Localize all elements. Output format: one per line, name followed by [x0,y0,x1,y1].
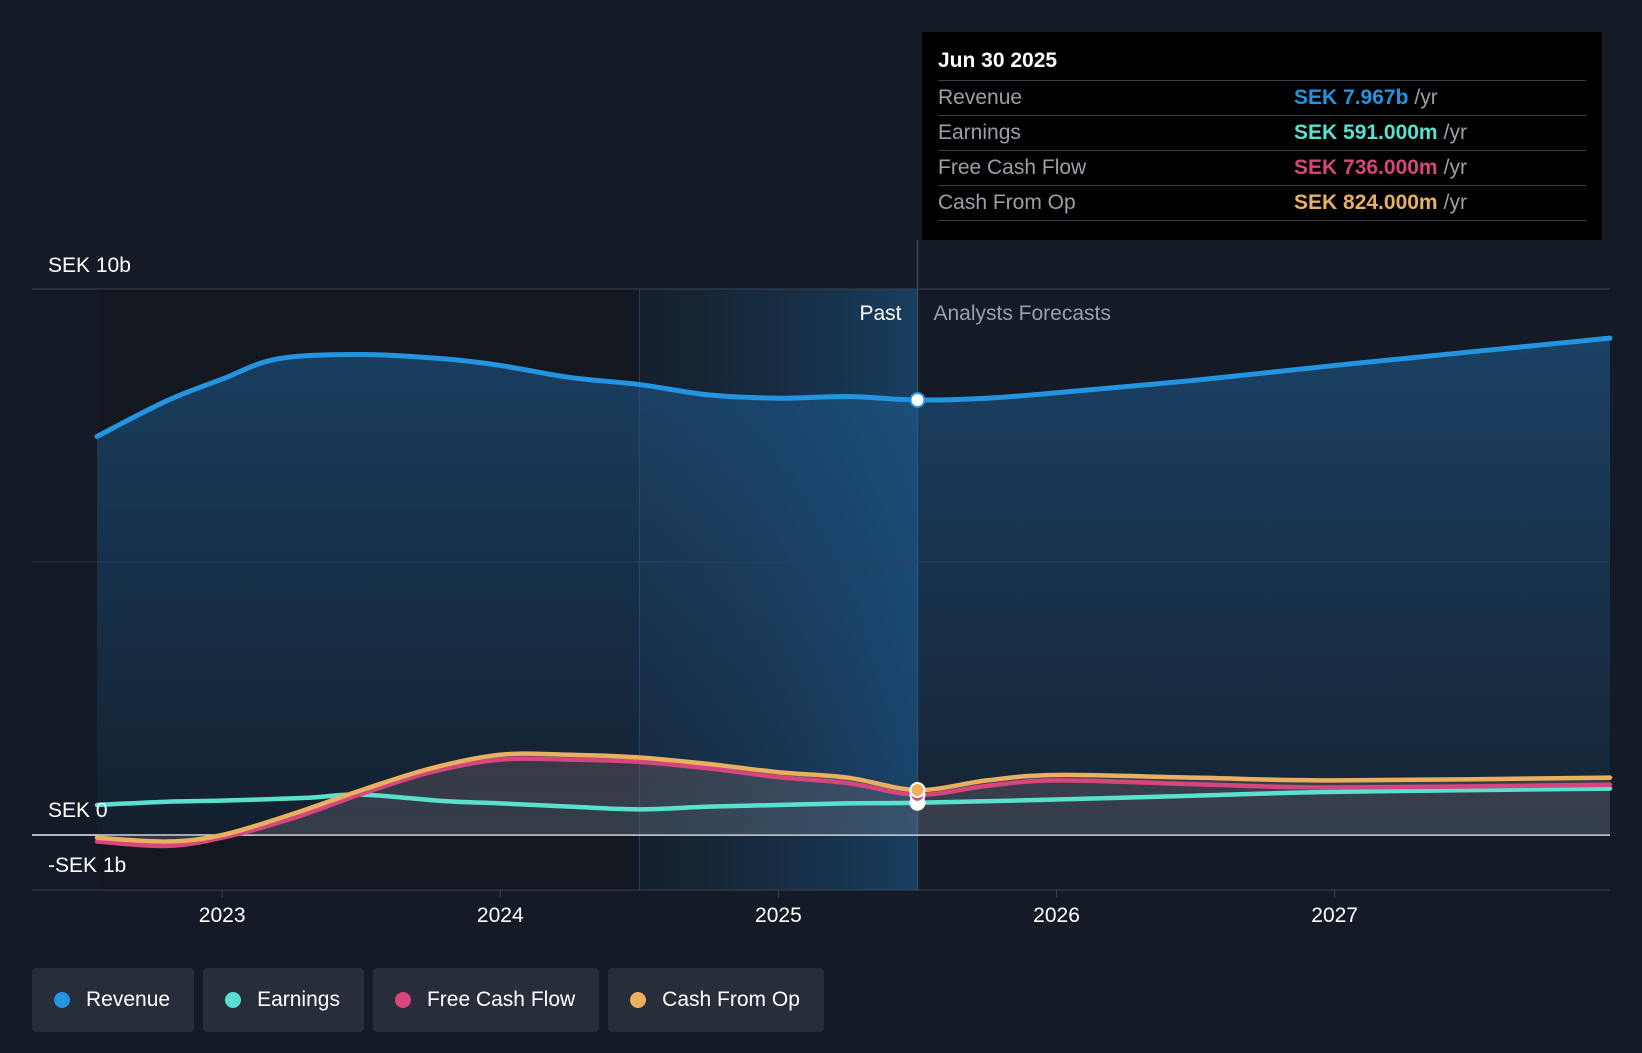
tooltip-row-cash-from-op: Cash From Op SEK 824.000m /yr [938,185,1586,221]
tooltip-unit: /yr [1414,86,1438,109]
legend-label: Free Cash Flow [426,988,576,1011]
tooltip-row-earnings: Earnings SEK 591.000m /yr [938,115,1586,150]
legend-item-free-cash-flow[interactable]: Free Cash Flow [372,968,600,1032]
tooltip-label: Revenue [938,86,1023,109]
x-tick-label: 2023 [199,904,246,927]
cash-from-op-area [97,753,1610,842]
legend: Revenue Earnings Free Cash Flow Cash Fro… [32,968,824,1032]
revenue-area [97,338,1610,835]
tooltip-value: SEK 824.000m [1294,191,1438,214]
legend-item-earnings[interactable]: Earnings [203,968,364,1032]
revenue-point [909,392,926,409]
tooltip-label: Earnings [938,121,1021,144]
cash-from-op-line [94,751,1613,844]
legend-item-cash-from-op[interactable]: Cash From Op [608,968,824,1032]
legend-dot-icon [630,992,647,1008]
legend-dot-icon [54,992,70,1008]
tooltip-row-free-cash-flow: Free Cash Flow SEK 736.000m /yr [938,150,1586,185]
y-label-zero: SEK 0 [48,799,108,822]
x-tick-label: 2025 [755,904,802,927]
cash-from-op-point [909,782,926,799]
tooltip-unit: /yr [1443,191,1467,214]
tooltip: Jun 30 2025 Revenue SEK 7.967b /yr Earni… [922,32,1602,240]
earnings-line [94,786,1613,812]
legend-dot-icon [394,992,411,1008]
tooltip-row-revenue: Revenue SEK 7.967b /yr [938,80,1586,115]
tooltip-label: Free Cash Flow [938,156,1087,179]
revenue-line [94,335,1613,439]
y-label-top: SEK 10b [48,254,131,277]
legend-item-revenue[interactable]: Revenue [32,968,195,1032]
past-label: Past [859,302,901,325]
tooltip-label: Cash From Op [938,191,1076,214]
y-label-bottom: -SEK 1b [48,854,126,877]
legend-label: Earnings [257,988,340,1011]
forecast-label: Analysts Forecasts [933,302,1110,325]
legend-label: Revenue [86,988,171,1011]
tooltip-date: Jun 30 2025 [938,49,1058,72]
tooltip-value: SEK 591.000m [1294,121,1438,144]
tooltip-value: SEK 7.967b [1294,86,1409,109]
tooltip-unit: /yr [1443,121,1467,144]
legend-dot-icon [225,992,242,1008]
x-tick-label: 2027 [1311,904,1358,927]
tooltip-value: SEK 736.000m [1294,156,1438,179]
tooltip-unit: /yr [1443,156,1467,179]
x-tick-label: 2024 [477,904,524,927]
x-tick-label: 2026 [1033,904,1080,927]
legend-label: Cash From Op [662,988,800,1011]
free-cash-flow-line [94,756,1613,849]
